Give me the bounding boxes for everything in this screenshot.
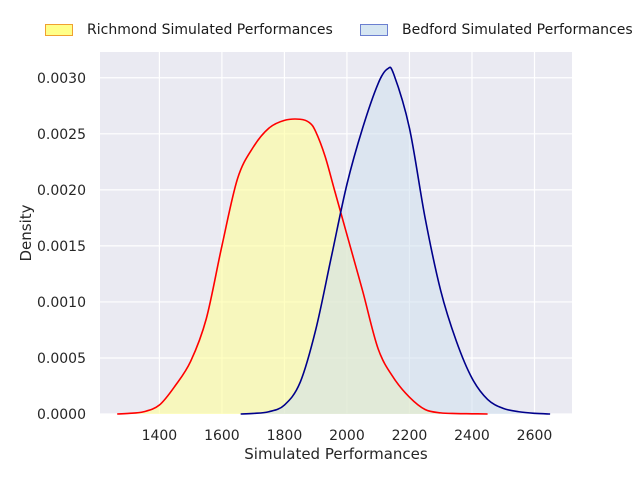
legend-label-richmond: Richmond Simulated Performances	[87, 22, 333, 38]
x-tick-label: 2600	[517, 428, 553, 444]
legend-swatch-bedford	[360, 24, 388, 36]
legend-swatch-richmond	[45, 24, 73, 36]
x-tick-label: 1800	[267, 428, 303, 444]
density-fill-series-0	[117, 119, 488, 414]
legend-item-richmond: Richmond Simulated Performances	[45, 18, 333, 42]
y-tick-label: 0.0000	[37, 407, 86, 423]
y-tick-label: 0.0020	[37, 183, 86, 199]
y-tick-label: 0.0015	[37, 239, 86, 255]
legend-item-bedford: Bedford Simulated Performances	[360, 18, 633, 42]
y-tick-label: 0.0030	[37, 71, 86, 87]
x-tick-label: 1400	[142, 428, 178, 444]
legend: Richmond Simulated Performances Bedford …	[0, 18, 640, 44]
x-axis-label: Simulated Performances	[244, 445, 428, 463]
x-tick-label: 2400	[454, 428, 490, 444]
density-lines	[117, 66, 551, 415]
y-axis-label: Density	[17, 204, 35, 261]
x-tick-labels: 1400 1600 1800 2000 2200 2400 2600	[142, 428, 553, 444]
y-tick-label: 0.0010	[37, 295, 86, 311]
y-tick-label: 0.0025	[37, 127, 86, 143]
y-tick-labels: 0.0000 0.0005 0.0010 0.0015 0.0020 0.0025 0.00…	[37, 71, 86, 423]
x-tick-label: 2000	[329, 428, 365, 444]
density-fills	[117, 67, 551, 414]
x-tick-label: 2200	[392, 428, 428, 444]
legend-label-bedford: Bedford Simulated Performances	[402, 22, 633, 38]
density-line-series-1	[240, 66, 551, 415]
density-line-series-0	[117, 118, 488, 415]
density-fill-series-1	[240, 67, 551, 414]
y-tick-label: 0.0005	[37, 351, 86, 367]
x-tick-label: 1600	[204, 428, 240, 444]
